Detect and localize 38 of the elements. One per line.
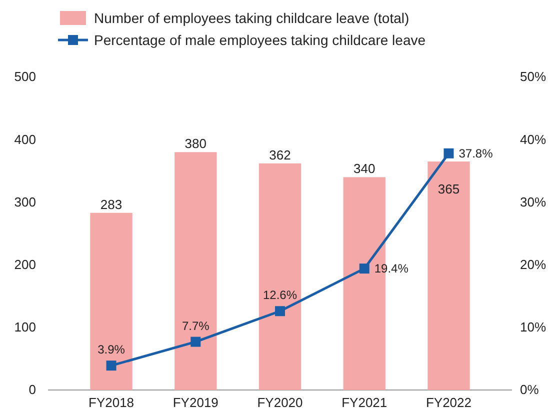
data-label: 340: [354, 161, 376, 176]
data-label: 362: [269, 147, 291, 162]
data-label: 380: [184, 136, 206, 152]
x-tick-label: FY2019: [172, 395, 218, 408]
y-tick-label: 300: [14, 194, 36, 210]
point: [359, 264, 370, 274]
data-label: 19.4%: [374, 262, 409, 276]
legend-label: Number of employees taking childcare leave (total): [94, 10, 410, 26]
bar: [174, 152, 217, 390]
x-tick-label: FY2018: [88, 395, 134, 408]
y2-tick-label: 10%: [520, 320, 546, 335]
data-label: 7.7%: [182, 318, 210, 333]
x-tick-label: FY2021: [342, 395, 388, 408]
y-tick-label: 100: [14, 320, 36, 335]
point: [275, 306, 285, 316]
y-tick-label: 0: [28, 382, 36, 398]
data-label: 365: [438, 182, 460, 197]
data-label: 12.6%: [262, 288, 298, 302]
bar: [258, 163, 302, 390]
point: [106, 360, 116, 371]
y2-tick-label: 30%: [520, 194, 546, 210]
bar: [428, 162, 470, 390]
data-label: 37.8%: [458, 146, 494, 160]
x-tick-label: FY2022: [426, 395, 472, 408]
bar: [90, 212, 132, 390]
y2-tick-label: 40%: [520, 132, 546, 147]
y2-tick-label: 50%: [520, 69, 546, 84]
legend-label: Percentage of male employees taking childcare leave: [94, 32, 426, 48]
y-tick-label: 500: [14, 69, 36, 84]
y-tick-label: 200: [14, 256, 36, 272]
point: [190, 336, 201, 347]
x-tick-label: FY2020: [257, 395, 303, 408]
y2-tick-label: 20%: [520, 256, 546, 272]
data-label: 283: [100, 196, 122, 212]
y-tick-label: 400: [14, 132, 36, 147]
data-label: 3.9%: [98, 342, 126, 357]
y2-tick-label: 0%: [520, 382, 540, 398]
point: [444, 148, 454, 158]
